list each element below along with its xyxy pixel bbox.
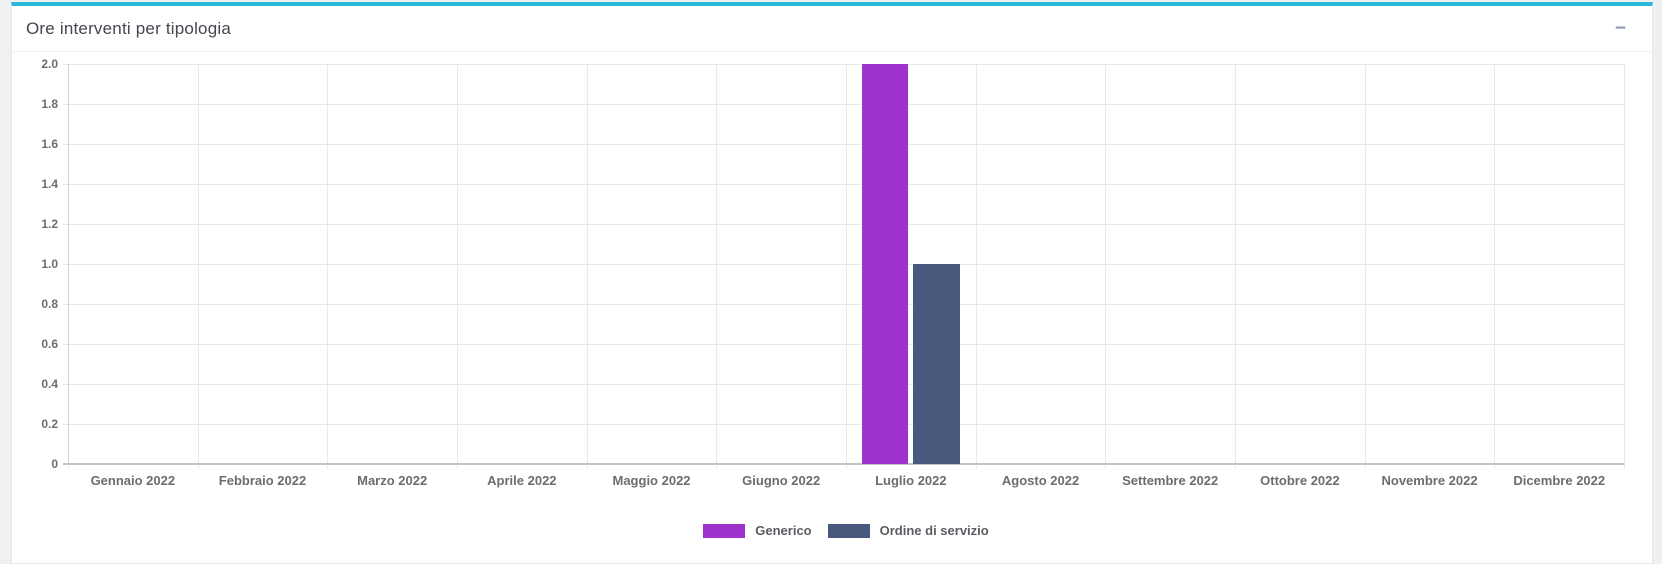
y-tick-label: 0.4 [41, 377, 58, 391]
y-axis-line [68, 64, 69, 464]
gridline-vertical [1624, 64, 1625, 469]
legend-item[interactable]: Ordine di servizio [827, 523, 989, 538]
gridline-horizontal [63, 424, 1624, 425]
y-tick-label: 1.0 [41, 257, 58, 271]
panel-title: Ore interventi per tipologia [26, 18, 231, 38]
gridline-vertical [457, 64, 458, 469]
x-tick-label: Novembre 2022 [1381, 473, 1478, 488]
gridline-horizontal [63, 304, 1624, 305]
legend-swatch [827, 523, 870, 538]
x-axis-labels: Gennaio 2022 Febbraio 2022 Marzo 2022 April… [68, 464, 1624, 492]
gridline-vertical [975, 64, 977, 469]
gridline-horizontal [63, 104, 1624, 105]
gridline-horizontal [63, 184, 1624, 185]
y-tick-label: 1.8 [41, 97, 58, 111]
x-tick-label: Maggio 2022 [612, 473, 691, 488]
y-tick-label: 1.6 [41, 137, 58, 151]
legend-label: Ordine di servizio [879, 523, 989, 538]
bar-ordine-di-servizio[interactable] [913, 264, 961, 464]
y-tick-label: 1.4 [41, 177, 58, 191]
legend-item[interactable]: Generico [703, 523, 812, 538]
x-tick-label: Aprile 2022 [487, 473, 557, 488]
gridline-vertical [1494, 64, 1496, 469]
gridline-horizontal [63, 264, 1624, 265]
legend-swatch [703, 523, 746, 538]
plot-area: 0 0.2 0.4 0.6 0.8 1.0 1.2 1.4 1.6 1.8 2.0 [41, 57, 1625, 471]
x-tick-label: Dicembre 2022 [1513, 473, 1606, 488]
x-tick-label: Marzo 2022 [357, 473, 428, 488]
y-tick-label: 0.6 [41, 337, 58, 351]
y-tick-label: 2.0 [41, 57, 58, 71]
legend: Generico Ordine di servizio [68, 523, 1624, 538]
y-tick-label: 0.2 [41, 417, 58, 431]
x-tick-label: Ottobre 2022 [1260, 473, 1340, 488]
gridline-vertical [846, 64, 847, 469]
gridline-vertical [586, 64, 588, 469]
minimize-icon[interactable]: − [1614, 17, 1626, 39]
y-tick-label: 1.2 [41, 217, 58, 231]
x-tick-label: Settembre 2022 [1122, 473, 1219, 488]
bar-chart: 0 0.2 0.4 0.6 0.8 1.0 1.2 1.4 1.6 1.8 2.0 Gennaio … [12, 52, 1652, 538]
x-tick-label: Agosto 2022 [1001, 473, 1080, 488]
x-tick-label: Febbraio 2022 [218, 473, 307, 488]
gridline-vertical [1364, 64, 1366, 469]
gridline-vertical [327, 64, 329, 469]
gridline-vertical [716, 64, 718, 469]
y-tick-label: 0.8 [41, 297, 58, 311]
gridline-vertical [197, 64, 199, 469]
gridline-vertical [1105, 64, 1107, 469]
gridline-horizontal [63, 344, 1624, 345]
gridline-horizontal [63, 384, 1624, 385]
gridline-horizontal [63, 224, 1624, 225]
x-axis-line [63, 463, 1624, 465]
x-tick-label: Luglio 2022 [875, 473, 947, 488]
chart-panel: Ore interventi per tipologia − 0 0.2 0.4 0.… [11, 2, 1653, 564]
x-tick-label: Gennaio 2022 [90, 473, 176, 488]
gridline-vertical [1235, 64, 1236, 469]
legend-label: Generico [755, 523, 812, 538]
panel-heading: Ore interventi per tipologia − [12, 6, 1652, 52]
gridline-horizontal [63, 64, 1624, 65]
y-tick-label: 0 [51, 457, 58, 471]
x-tick-label: Giugno 2022 [742, 473, 821, 488]
gridline-horizontal [63, 144, 1624, 145]
bar-generico[interactable] [861, 64, 909, 464]
